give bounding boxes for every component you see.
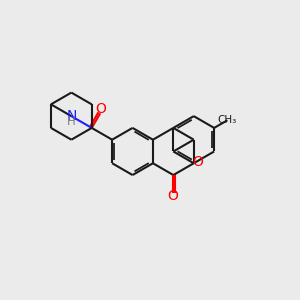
Text: O: O — [192, 155, 203, 169]
Text: N: N — [66, 109, 76, 123]
Text: O: O — [168, 189, 178, 202]
Text: O: O — [95, 102, 106, 116]
Text: CH₃: CH₃ — [218, 115, 237, 125]
Text: H: H — [67, 115, 76, 128]
